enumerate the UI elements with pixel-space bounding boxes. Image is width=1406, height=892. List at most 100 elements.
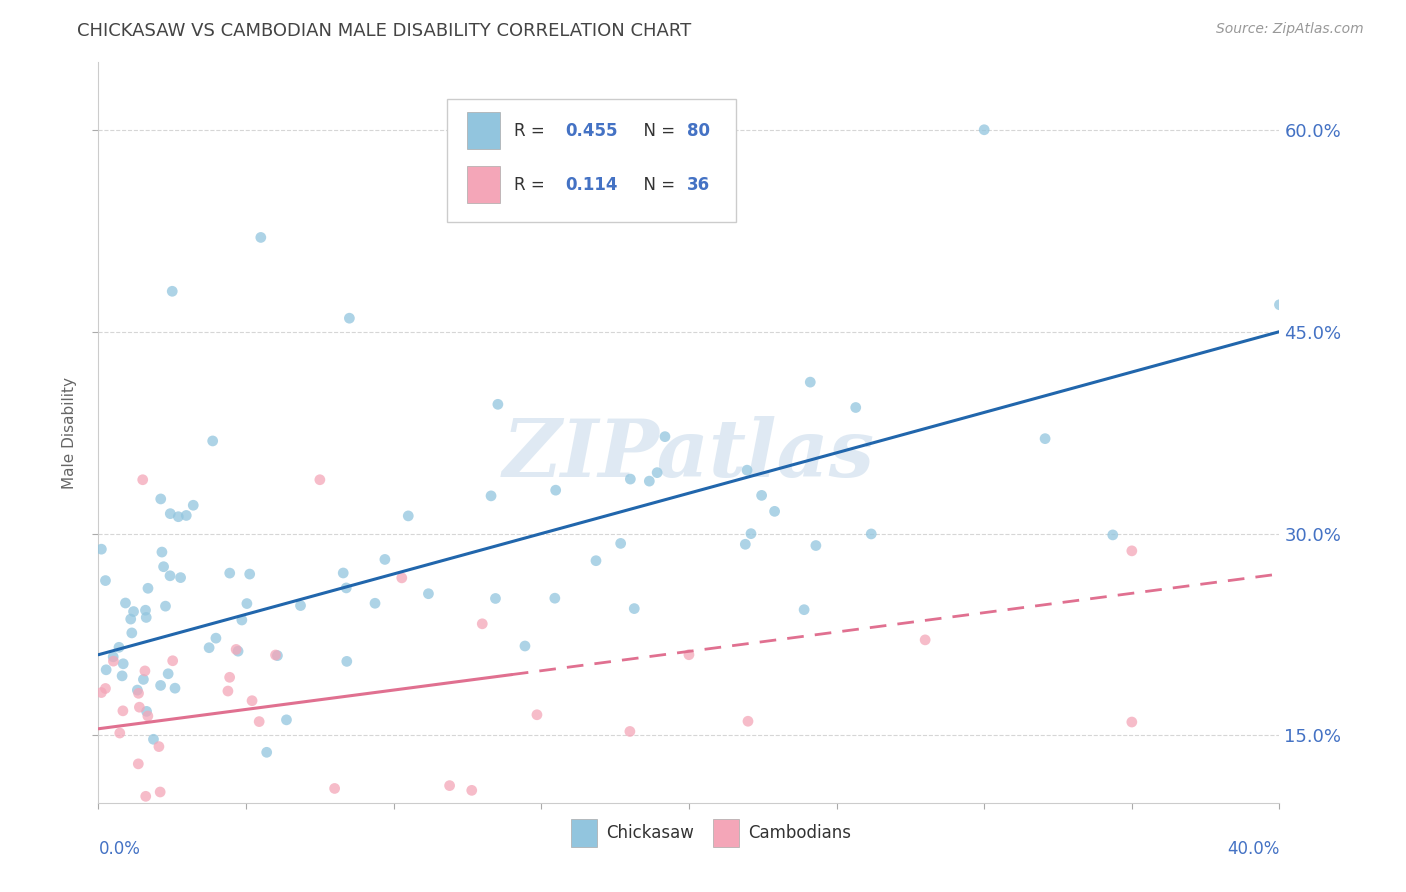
Bar: [571, 819, 596, 847]
Point: [678, 648, 700, 662]
Point: [127, 756, 149, 771]
Point: [136, 709, 159, 723]
Point: [128, 686, 150, 700]
Point: [135, 705, 157, 719]
Point: [290, 599, 312, 613]
Text: R =: R =: [515, 176, 555, 194]
Point: [973, 122, 995, 136]
Point: [198, 640, 221, 655]
Text: 40.0%: 40.0%: [1227, 840, 1279, 858]
Point: [148, 739, 170, 754]
Point: [763, 504, 786, 518]
Point: [544, 591, 567, 606]
Point: [323, 781, 346, 796]
Y-axis label: Male Disability: Male Disability: [62, 376, 77, 489]
Point: [645, 466, 668, 480]
Point: [134, 603, 156, 617]
Point: [364, 596, 387, 610]
Point: [225, 642, 247, 657]
Point: [374, 552, 396, 566]
Point: [239, 567, 262, 582]
Point: [218, 566, 240, 580]
Point: [623, 601, 645, 615]
Point: [250, 230, 273, 244]
Point: [471, 616, 494, 631]
Point: [585, 554, 607, 568]
Point: [544, 483, 567, 498]
Text: 36: 36: [686, 176, 710, 194]
Point: [734, 537, 756, 551]
Point: [804, 539, 827, 553]
Point: [201, 434, 224, 448]
Point: [169, 571, 191, 585]
Point: [103, 649, 125, 664]
Point: [332, 566, 354, 580]
Point: [609, 536, 631, 550]
Text: ZIPatlas: ZIPatlas: [503, 416, 875, 493]
Bar: [467, 112, 501, 149]
Point: [132, 473, 155, 487]
Point: [309, 473, 332, 487]
Point: [142, 732, 165, 747]
Text: N =: N =: [634, 121, 681, 139]
Point: [90, 685, 112, 699]
Point: [155, 599, 177, 614]
Point: [132, 673, 155, 687]
Point: [218, 670, 240, 684]
Point: [396, 508, 419, 523]
Point: [247, 714, 270, 729]
Point: [619, 472, 641, 486]
Point: [276, 713, 298, 727]
Point: [439, 779, 461, 793]
Point: [799, 375, 821, 389]
Text: Source: ZipAtlas.com: Source: ZipAtlas.com: [1216, 22, 1364, 37]
Point: [240, 694, 263, 708]
Point: [159, 568, 181, 582]
Point: [111, 704, 134, 718]
Point: [217, 684, 239, 698]
Point: [654, 430, 676, 444]
Point: [336, 654, 359, 668]
Point: [162, 285, 183, 299]
Point: [484, 591, 506, 606]
Point: [121, 626, 143, 640]
Text: Chickasaw: Chickasaw: [606, 824, 695, 842]
Point: [740, 526, 762, 541]
Point: [914, 632, 936, 647]
Point: [163, 681, 186, 696]
Point: [94, 681, 117, 696]
Point: [1268, 298, 1291, 312]
Point: [150, 545, 173, 559]
Point: [236, 597, 259, 611]
Point: [134, 664, 156, 678]
Point: [159, 507, 181, 521]
Text: CHICKASAW VS CAMBODIAN MALE DISABILITY CORRELATION CHART: CHICKASAW VS CAMBODIAN MALE DISABILITY C…: [77, 22, 692, 40]
Point: [90, 542, 112, 557]
Text: 80: 80: [686, 121, 710, 139]
Point: [231, 613, 253, 627]
Point: [136, 582, 159, 596]
Point: [793, 603, 815, 617]
Point: [1101, 528, 1123, 542]
Point: [226, 644, 249, 658]
Point: [162, 654, 184, 668]
Text: 0.0%: 0.0%: [98, 840, 141, 858]
Point: [149, 678, 172, 692]
Point: [845, 401, 868, 415]
Point: [128, 700, 150, 714]
Point: [103, 654, 125, 668]
Point: [174, 508, 197, 523]
Point: [111, 669, 134, 683]
Point: [1121, 714, 1143, 729]
Point: [205, 631, 228, 645]
Point: [1121, 544, 1143, 558]
Point: [884, 822, 907, 837]
Point: [108, 726, 131, 740]
Point: [1033, 432, 1056, 446]
Point: [114, 596, 136, 610]
Point: [112, 657, 135, 671]
Point: [142, 814, 165, 829]
Text: Cambodians: Cambodians: [748, 824, 851, 842]
Point: [135, 610, 157, 624]
Bar: [467, 166, 501, 203]
